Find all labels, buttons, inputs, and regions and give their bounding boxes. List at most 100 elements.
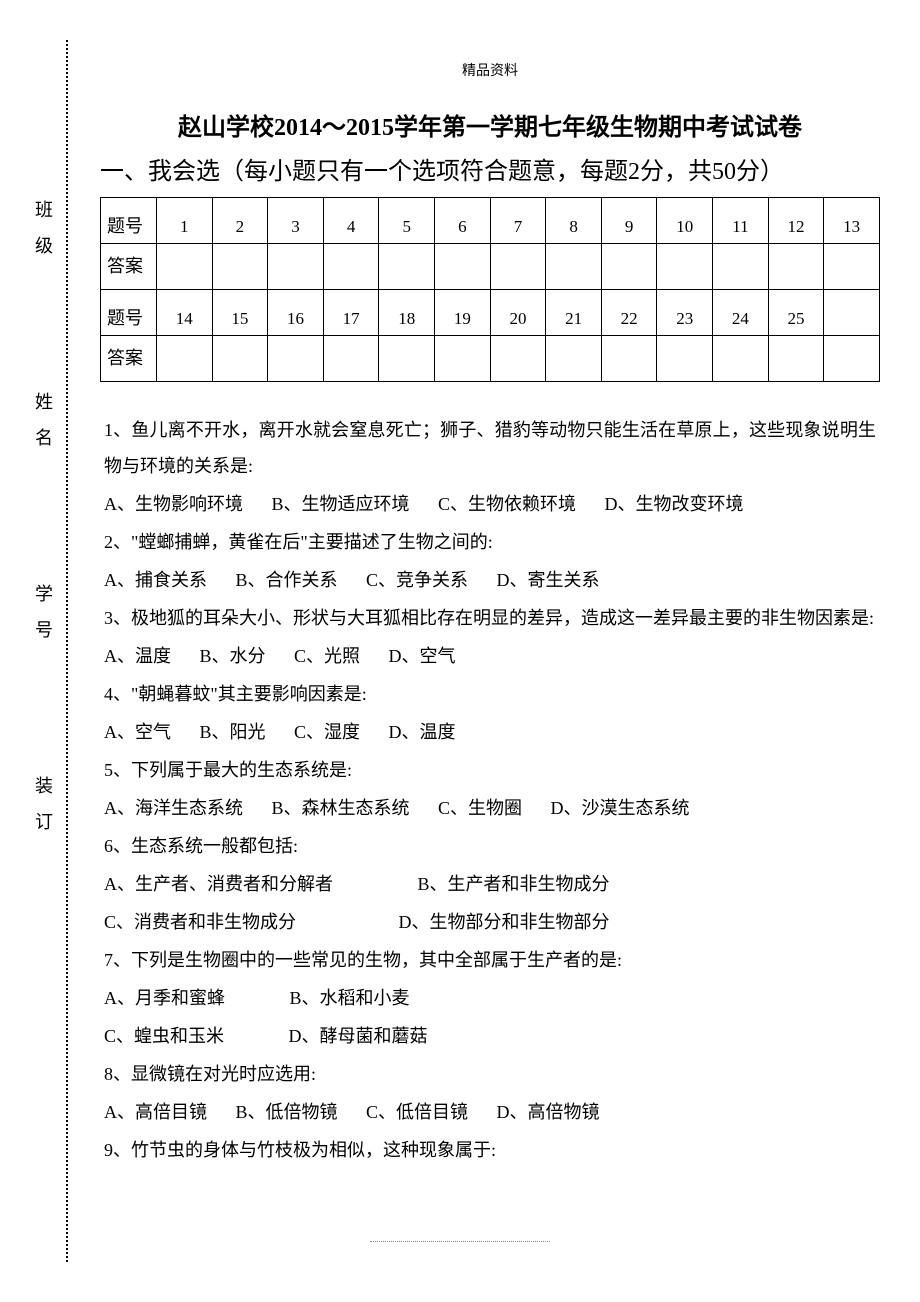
grid-answer-cell[interactable] bbox=[490, 336, 546, 382]
q7-opt-d: D、酵母菌和蘑菇 bbox=[289, 1018, 428, 1054]
grid-cell: 21 bbox=[546, 290, 602, 336]
grid-cell: 8 bbox=[546, 198, 602, 244]
question-2-options: A、捕食关系 B、合作关系 C、竞争关系 D、寄生关系 bbox=[104, 562, 876, 598]
question-5-options: A、海洋生态系统 B、森林生态系统 C、生物圈 D、沙漠生态系统 bbox=[104, 790, 876, 826]
side-label-name: 姓名 bbox=[30, 392, 56, 464]
question-1-options: A、生物影响环境 B、生物适应环境 C、生物依赖环境 D、生物改变环境 bbox=[104, 486, 876, 522]
q2-opt-d: D、寄生关系 bbox=[497, 562, 600, 598]
q4-opt-b: B、阳光 bbox=[200, 714, 266, 750]
grid-answer-cell[interactable] bbox=[323, 336, 379, 382]
q6-opt-a: A、生产者、消费者和分解者 bbox=[104, 866, 333, 902]
binding-side-labels: 班级 姓名 学号 装订 bbox=[28, 200, 58, 848]
q5-opt-c: C、生物圈 bbox=[438, 790, 522, 826]
grid-label-ans-2: 答案 bbox=[101, 336, 157, 382]
q4-opt-d: D、温度 bbox=[389, 714, 456, 750]
grid-cell: 25 bbox=[768, 290, 824, 336]
question-7-options: A、月季和蜜蜂 B、水稻和小麦 bbox=[104, 980, 876, 1016]
grid-cell: 17 bbox=[323, 290, 379, 336]
grid-answer-cell[interactable] bbox=[435, 336, 491, 382]
grid-cell: 22 bbox=[601, 290, 657, 336]
question-4: 4、"朝蝇暮蚊"其主要影响因素是: bbox=[104, 676, 876, 712]
question-8: 8、显微镜在对光时应选用: bbox=[104, 1056, 876, 1092]
grid-answer-cell[interactable] bbox=[212, 336, 268, 382]
q7-opt-c: C、蝗虫和玉米 bbox=[104, 1018, 224, 1054]
q1-opt-a: A、生物影响环境 bbox=[104, 486, 243, 522]
question-6-options-2: C、消费者和非生物成分 D、生物部分和非生物部分 bbox=[104, 904, 876, 940]
grid-answer-cell[interactable] bbox=[546, 336, 602, 382]
exam-title: 赵山学校2014～2015学年第一学期七年级生物期中考试试卷 bbox=[120, 112, 860, 146]
question-9: 9、竹节虫的身体与竹枝极为相似，这种现象属于: bbox=[104, 1132, 876, 1168]
grid-answer-cell[interactable] bbox=[713, 244, 769, 290]
grid-answer-cell[interactable] bbox=[212, 244, 268, 290]
question-6-options: A、生产者、消费者和分解者 B、生产者和非生物成分 bbox=[104, 866, 876, 902]
q7-opt-a: A、月季和蜜蜂 bbox=[104, 980, 225, 1016]
grid-cell: 5 bbox=[379, 198, 435, 244]
grid-cell: 15 bbox=[212, 290, 268, 336]
grid-answer-cell[interactable] bbox=[157, 244, 213, 290]
grid-answer-cell[interactable] bbox=[323, 244, 379, 290]
q6-opt-d: D、生物部分和非生物部分 bbox=[399, 904, 610, 940]
side-label-number: 学号 bbox=[30, 584, 56, 656]
side-label-binding: 装订 bbox=[30, 776, 56, 848]
page-content: 精品资料 赵山学校2014～2015学年第一学期七年级生物期中考试试卷 一、我会… bbox=[100, 0, 880, 1168]
grid-answer-cell[interactable] bbox=[657, 336, 713, 382]
grid-cell: 14 bbox=[157, 290, 213, 336]
grid-label-ans-1: 答案 bbox=[101, 244, 157, 290]
grid-answer-cell[interactable] bbox=[379, 244, 435, 290]
grid-cell: 13 bbox=[824, 198, 880, 244]
grid-cell: 20 bbox=[490, 290, 546, 336]
question-7-options-2: C、蝗虫和玉米 D、酵母菌和蘑菇 bbox=[104, 1018, 876, 1054]
q8-opt-c: C、低倍目镜 bbox=[366, 1094, 468, 1130]
q8-opt-d: D、高倍物镜 bbox=[497, 1094, 600, 1130]
section-1-heading: 一、我会选（每小题只有一个选项符合题意，每题2分，共50分） bbox=[100, 156, 880, 190]
grid-answer-cell[interactable] bbox=[490, 244, 546, 290]
grid-cell: 3 bbox=[268, 198, 324, 244]
question-8-options: A、高倍目镜 B、低倍物镜 C、低倍目镜 D、高倍物镜 bbox=[104, 1094, 876, 1130]
q5-opt-b: B、森林生态系统 bbox=[272, 790, 410, 826]
grid-cell: 12 bbox=[768, 198, 824, 244]
grid-cell: 16 bbox=[268, 290, 324, 336]
grid-answer-cell[interactable] bbox=[657, 244, 713, 290]
grid-answer-cell[interactable] bbox=[713, 336, 769, 382]
question-4-options: A、空气 B、阳光 C、湿度 D、温度 bbox=[104, 714, 876, 750]
grid-answer-cell[interactable] bbox=[435, 244, 491, 290]
grid-answer-cell[interactable] bbox=[268, 336, 324, 382]
grid-answer-cell[interactable] bbox=[601, 336, 657, 382]
grid-answer-cell[interactable] bbox=[824, 336, 880, 382]
grid-cell bbox=[824, 290, 880, 336]
grid-answer-cell[interactable] bbox=[601, 244, 657, 290]
footer-dotted-line bbox=[370, 1241, 550, 1242]
grid-cell: 1 bbox=[157, 198, 213, 244]
q5-opt-a: A、海洋生态系统 bbox=[104, 790, 243, 826]
answer-grid: 题号 1 2 3 4 5 6 7 8 9 10 11 12 13 答案 bbox=[100, 197, 880, 382]
grid-cell: 4 bbox=[323, 198, 379, 244]
q7-opt-b: B、水稻和小麦 bbox=[290, 980, 410, 1016]
grid-cell: 7 bbox=[490, 198, 546, 244]
grid-answer-cell[interactable] bbox=[268, 244, 324, 290]
grid-answer-cell[interactable] bbox=[768, 336, 824, 382]
grid-answer-cell[interactable] bbox=[546, 244, 602, 290]
grid-answer-cell[interactable] bbox=[824, 244, 880, 290]
grid-cell: 18 bbox=[379, 290, 435, 336]
question-3-options: A、温度 B、水分 C、光照 D、空气 bbox=[104, 638, 876, 674]
question-3: 3、极地狐的耳朵大小、形状与大耳狐相比存在明显的差异，造成这一差异最主要的非生物… bbox=[104, 600, 876, 636]
q3-opt-a: A、温度 bbox=[104, 638, 171, 674]
q4-opt-a: A、空气 bbox=[104, 714, 171, 750]
q2-opt-c: C、竞争关系 bbox=[366, 562, 468, 598]
q1-opt-b: B、生物适应环境 bbox=[272, 486, 410, 522]
q6-opt-b: B、生产者和非生物成分 bbox=[418, 866, 610, 902]
question-6: 6、生态系统一般都包括: bbox=[104, 828, 876, 864]
q8-opt-b: B、低倍物镜 bbox=[236, 1094, 338, 1130]
questions-block: 1、鱼儿离不开水，离开水就会窒息死亡；狮子、猎豹等动物只能生活在草原上，这些现象… bbox=[100, 412, 880, 1168]
question-5: 5、下列属于最大的生态系统是: bbox=[104, 752, 876, 788]
q4-opt-c: C、湿度 bbox=[294, 714, 360, 750]
grid-cell: 11 bbox=[713, 198, 769, 244]
question-7: 7、下列是生物圈中的一些常见的生物，其中全部属于生产者的是: bbox=[104, 942, 876, 978]
grid-answer-cell[interactable] bbox=[157, 336, 213, 382]
q1-opt-c: C、生物依赖环境 bbox=[438, 486, 576, 522]
grid-cell: 23 bbox=[657, 290, 713, 336]
grid-answer-cell[interactable] bbox=[379, 336, 435, 382]
grid-answer-cell[interactable] bbox=[768, 244, 824, 290]
q6-opt-c: C、消费者和非生物成分 bbox=[104, 904, 296, 940]
grid-cell: 24 bbox=[713, 290, 769, 336]
